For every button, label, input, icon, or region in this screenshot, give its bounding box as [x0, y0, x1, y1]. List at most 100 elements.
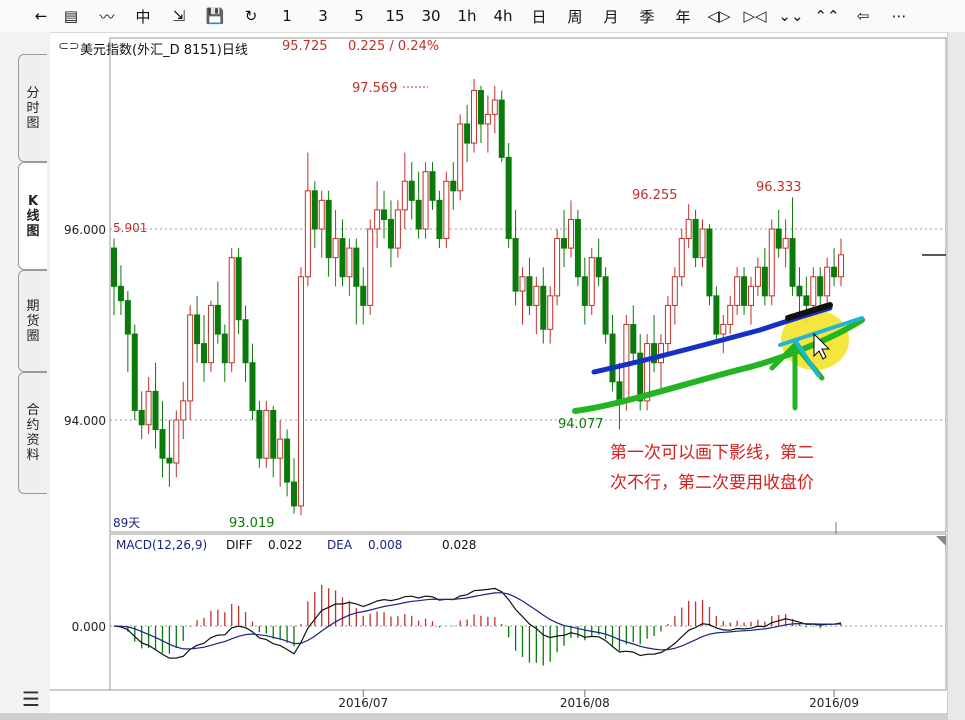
candle-body	[713, 295, 720, 335]
candle-body	[768, 228, 775, 297]
period-1h[interactable]: 1h	[457, 7, 477, 25]
menu-icon[interactable]: ☰	[22, 687, 40, 711]
macd-y-tick-zero: 0.000	[72, 620, 106, 634]
annotation-left-value: 5.901	[113, 221, 147, 235]
candle-body	[581, 276, 588, 306]
period-week[interactable]: 周	[567, 7, 583, 26]
candle-body	[761, 266, 768, 297]
macd-value: 0.028	[442, 538, 476, 552]
candle-body	[671, 276, 678, 306]
candle-body	[644, 343, 651, 402]
price-change: 0.225 / 0.24%	[348, 39, 440, 54]
candle-body	[574, 218, 581, 278]
tab-contract-info[interactable]: 合约资料	[18, 372, 47, 494]
refresh-icon[interactable]: ↻	[244, 7, 258, 25]
line-chart-icon[interactable]: 〰	[99, 7, 115, 26]
candle-body	[498, 99, 505, 158]
period-quarter[interactable]: 季	[639, 7, 655, 26]
bottom-scrollbar[interactable]	[0, 713, 947, 720]
candle-body	[595, 257, 602, 278]
move-left-icon[interactable]: ⇦	[856, 7, 870, 25]
candle-body	[117, 285, 124, 302]
candle-body	[263, 409, 270, 459]
more-icon[interactable]: ⋯	[891, 7, 907, 25]
candle-body	[567, 218, 574, 249]
candle-body	[838, 254, 844, 278]
candle-body	[235, 257, 242, 321]
candle-body	[685, 218, 692, 240]
candle-body	[477, 90, 484, 125]
candle-body	[491, 99, 498, 115]
candle-body	[159, 429, 166, 459]
candle-body	[457, 123, 464, 192]
tab-kline[interactable]: K线图	[18, 162, 47, 270]
macd-corner-icon	[936, 536, 946, 546]
candle-body	[782, 238, 789, 249]
macd-dea-label: DEA	[327, 538, 353, 552]
candle-body	[727, 304, 734, 325]
y-tick-96: 96.000	[64, 223, 106, 237]
candle-body	[692, 218, 699, 259]
candle-body	[394, 209, 401, 249]
candle-body	[810, 276, 817, 306]
candle-body	[194, 314, 201, 345]
candle-body	[450, 180, 457, 192]
candle-body	[505, 156, 512, 240]
tab-futures-circle[interactable]: 期货圈	[18, 270, 47, 372]
candle-body	[471, 90, 478, 144]
period-15min[interactable]: 15	[385, 7, 405, 25]
annotation-low-1: 93.019	[229, 516, 275, 531]
candle-body	[436, 199, 443, 240]
candle-body	[346, 247, 353, 278]
candle-body	[180, 400, 187, 421]
annotation-high-3: 96.333	[756, 180, 802, 195]
candle-body	[284, 438, 291, 483]
candle-body	[311, 190, 318, 230]
macd-dea-value: 0.008	[368, 538, 402, 552]
candle-body	[678, 238, 685, 278]
draw-tool-icon[interactable]: ⇲	[172, 7, 186, 25]
candle-body	[249, 362, 256, 411]
tab-timeshare[interactable]: 分时图	[18, 54, 47, 162]
candle-body	[706, 228, 713, 297]
back-arrow-icon[interactable]: ←	[34, 7, 48, 25]
chart-title: 美元指数(外汇_D 8151)日线	[80, 43, 248, 58]
annotation-high-1: 97.569	[352, 81, 398, 96]
period-5min[interactable]: 5	[354, 7, 364, 25]
candle-body	[111, 247, 117, 287]
candle-body	[526, 276, 533, 306]
x-tick-label: 2016/07	[338, 696, 388, 710]
scroll-up-icon[interactable]: ⌃⌃	[814, 7, 840, 25]
candle-body	[422, 171, 429, 230]
period-3min[interactable]: 3	[318, 7, 328, 25]
scroll-down-icon[interactable]: ⌄⌄	[778, 7, 804, 25]
support-line-black	[785, 302, 833, 321]
support-line-green	[572, 317, 865, 414]
arrow-cyan	[778, 316, 864, 377]
candlestick-icon[interactable]: 中	[135, 7, 151, 26]
y-tick-94: 94.000	[64, 414, 106, 428]
zoom-in-icon[interactable]: ▷◁	[743, 7, 767, 25]
period-30min[interactable]: 30	[421, 7, 441, 25]
macd-panel-frame	[109, 533, 947, 691]
candle-body	[754, 266, 761, 287]
period-year[interactable]: 年	[675, 7, 691, 26]
period-1min[interactable]: 1	[282, 7, 292, 25]
chain-link-icon: ⊂⊃	[58, 39, 80, 54]
period-4h[interactable]: 4h	[493, 7, 513, 25]
candle-body	[699, 228, 706, 259]
save-icon[interactable]: 💾	[205, 7, 225, 25]
right-scrollbar[interactable]	[947, 32, 965, 720]
candle-body	[332, 238, 339, 259]
candle-body	[173, 419, 180, 464]
candle-body	[609, 333, 616, 383]
candle-body	[374, 209, 381, 230]
period-day[interactable]: 日	[531, 7, 547, 26]
list-view-icon[interactable]: ▤	[63, 7, 79, 25]
candle-body	[588, 257, 595, 306]
candle-body	[657, 343, 664, 364]
candle-body	[484, 113, 491, 125]
zoom-out-icon[interactable]: ◁▷	[707, 7, 731, 25]
period-month[interactable]: 月	[603, 7, 619, 26]
